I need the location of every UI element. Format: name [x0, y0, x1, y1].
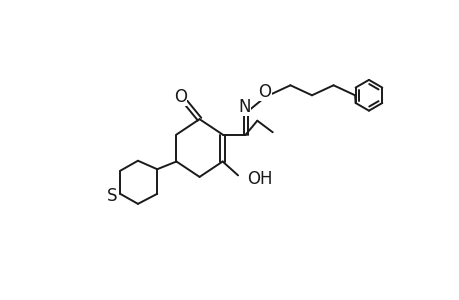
Text: O: O	[174, 88, 186, 106]
Text: OH: OH	[247, 170, 272, 188]
Text: O: O	[258, 83, 271, 101]
Text: S: S	[107, 187, 118, 205]
Text: N: N	[238, 98, 251, 116]
